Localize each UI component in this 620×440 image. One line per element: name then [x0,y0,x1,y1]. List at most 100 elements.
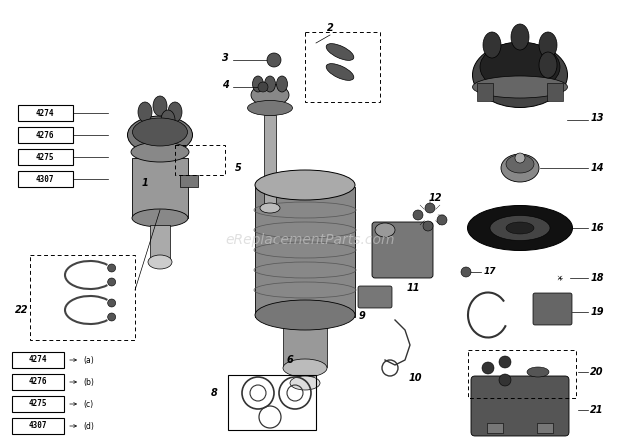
Ellipse shape [326,64,354,81]
Bar [18,127,73,143]
Text: 4274: 4274 [36,109,55,117]
Bar [537,423,553,433]
Ellipse shape [506,155,534,173]
Ellipse shape [375,223,395,237]
Bar [305,32,380,102]
Text: 4276: 4276 [36,131,55,139]
Text: 8: 8 [211,388,218,398]
Ellipse shape [539,32,557,58]
Circle shape [437,215,447,225]
Ellipse shape [265,76,275,92]
Bar [30,255,135,340]
Ellipse shape [138,102,152,122]
Bar [12,374,64,390]
Text: 4274: 4274 [29,356,47,364]
Text: 10: 10 [408,373,422,383]
Circle shape [258,82,268,92]
Text: 14: 14 [590,163,604,173]
Text: 4: 4 [221,80,228,90]
Text: 9: 9 [358,311,365,321]
Ellipse shape [277,76,288,92]
Bar [18,149,73,165]
Text: (d): (d) [83,422,94,430]
Ellipse shape [283,359,327,377]
Ellipse shape [472,43,567,107]
Text: 5: 5 [234,163,241,173]
Bar [283,327,327,367]
Ellipse shape [161,110,175,130]
Ellipse shape [255,300,355,330]
Circle shape [425,203,435,213]
Circle shape [413,210,423,220]
Bar [468,350,576,398]
FancyBboxPatch shape [358,286,392,308]
Text: 22: 22 [16,305,29,315]
Ellipse shape [133,118,187,146]
Ellipse shape [501,154,539,182]
Circle shape [499,356,511,368]
Bar [477,83,493,101]
FancyBboxPatch shape [533,293,572,325]
Text: 4307: 4307 [29,422,47,430]
Bar [150,225,170,260]
Ellipse shape [132,209,188,227]
Circle shape [515,153,525,163]
Circle shape [267,53,281,67]
Ellipse shape [467,205,572,250]
Bar [18,171,73,187]
Bar [228,375,316,430]
Bar [180,175,198,187]
Circle shape [108,299,116,307]
Circle shape [108,313,116,321]
Ellipse shape [472,76,567,98]
Text: 19: 19 [590,307,604,317]
Circle shape [423,221,433,231]
Ellipse shape [252,76,264,92]
Bar [12,418,64,434]
Ellipse shape [539,52,557,78]
Ellipse shape [153,96,167,116]
Bar [264,115,276,205]
Text: (c): (c) [83,400,93,408]
Text: (a): (a) [83,356,94,364]
Bar [487,423,503,433]
Circle shape [461,267,471,277]
Circle shape [108,278,116,286]
Text: 2: 2 [327,23,334,33]
Circle shape [499,374,511,386]
Bar [255,187,355,317]
Ellipse shape [483,32,501,58]
Text: 16: 16 [590,223,604,233]
Ellipse shape [480,42,560,92]
Text: 4276: 4276 [29,378,47,386]
FancyBboxPatch shape [372,222,433,278]
FancyBboxPatch shape [471,376,569,436]
Ellipse shape [128,116,192,154]
Ellipse shape [148,255,172,269]
Bar [12,396,64,412]
Bar [12,352,64,368]
Ellipse shape [326,44,354,60]
Ellipse shape [168,102,182,122]
Circle shape [482,362,494,374]
Ellipse shape [251,84,289,106]
Text: 4275: 4275 [36,153,55,161]
Ellipse shape [260,203,280,213]
Text: 11: 11 [406,283,420,293]
Ellipse shape [511,24,529,50]
Text: (b): (b) [83,378,94,386]
Text: 18: 18 [590,273,604,283]
Circle shape [108,264,116,272]
Ellipse shape [527,367,549,377]
Text: 12: 12 [428,193,441,203]
Text: 17: 17 [484,268,496,276]
Ellipse shape [506,222,534,234]
Text: 21: 21 [590,405,604,415]
Text: 1: 1 [141,178,148,188]
Bar [175,145,225,175]
Ellipse shape [490,216,550,241]
Ellipse shape [290,376,320,390]
Text: 4307: 4307 [36,175,55,183]
Text: 3: 3 [221,53,228,63]
Bar [547,83,563,101]
